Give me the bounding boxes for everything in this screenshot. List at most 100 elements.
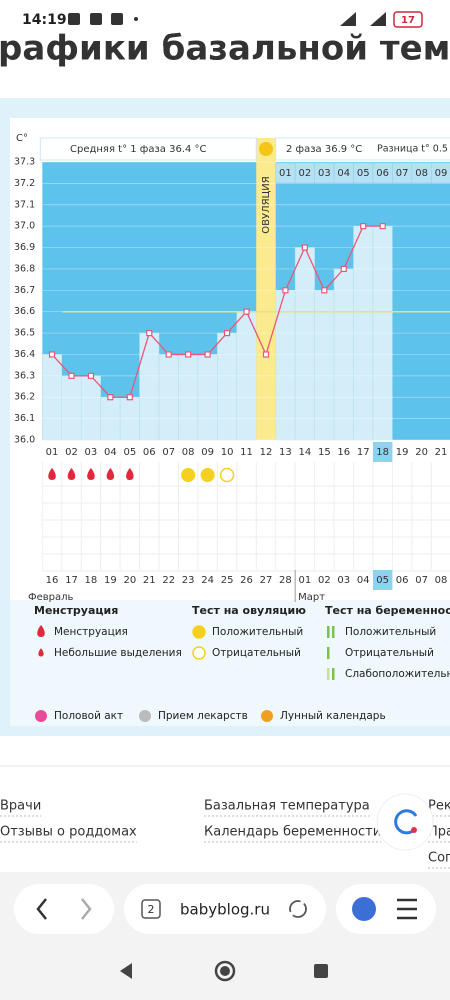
y-tick-label: 36.0 (14, 435, 35, 446)
phase2-day: 03 (318, 168, 331, 179)
phase2-day: 01 (279, 168, 292, 179)
legend-icon (261, 710, 273, 722)
y-tick-label: 36.7 (14, 285, 35, 296)
phase1-label: Средняя t° 1 фаза 36.4 °C (70, 144, 207, 155)
date-label: 24 (201, 575, 214, 586)
legend-item: Слабоположительный (345, 668, 450, 680)
x-tick-label: 09 (201, 447, 214, 458)
floating-button[interactable] (376, 793, 434, 851)
menu-button[interactable] (397, 898, 417, 920)
date-label: 19 (104, 575, 117, 586)
temperature-bar (294, 247, 315, 441)
footer-link[interactable]: Базальная температура (204, 799, 370, 814)
date-label: 06 (396, 575, 409, 586)
system-home[interactable] (214, 960, 236, 982)
temperature-marker (340, 265, 347, 273)
legend-icon (332, 626, 335, 638)
legend-icon (327, 668, 330, 680)
phase2-day: 02 (299, 168, 312, 179)
status-icon (68, 13, 80, 25)
footer-link[interactable]: Пра (428, 825, 450, 840)
status-icon (134, 17, 138, 21)
x-tick-label: 13 (279, 447, 292, 458)
status-icon (90, 13, 102, 25)
footer-link[interactable]: Согл (428, 851, 450, 866)
events-area (42, 462, 450, 570)
temperature-marker (243, 308, 250, 315)
profile-button[interactable] (352, 897, 376, 921)
x-tick-label: 12 (260, 447, 273, 458)
temperature-bar (139, 332, 160, 441)
y-axis-label: C° (16, 133, 28, 144)
y-tick-label: 36.4 (14, 349, 35, 360)
legend-item: Прием лекарств (158, 710, 248, 722)
y-tick-label: 37.0 (14, 221, 35, 232)
y-tick-label: 36.2 (14, 392, 35, 403)
difference-label: Разница t° 0.5 ° (377, 144, 450, 155)
x-tick-label: 01 (46, 447, 59, 458)
address-pill[interactable] (124, 884, 326, 934)
system-recent[interactable] (314, 964, 328, 978)
x-tick-label: 19 (396, 447, 409, 458)
status-icon (111, 13, 123, 25)
x-tick-label: 05 (123, 447, 136, 458)
today-date-cell (372, 570, 393, 590)
date-label: 21 (143, 575, 156, 586)
signal-icon (340, 12, 356, 26)
legend-icon (38, 648, 44, 657)
ovulation-negative (219, 467, 235, 483)
temperature-bar (314, 290, 335, 441)
temperature-marker (68, 372, 75, 379)
phase2-label: 2 фаза 36.9 °C (286, 144, 362, 155)
legend-title: Менструация (34, 604, 118, 617)
temperature-bar (80, 375, 101, 441)
x-tick-label: 18 (376, 447, 389, 458)
back-button[interactable] (36, 898, 47, 920)
footer-link[interactable]: Врачи (0, 799, 41, 814)
temperature-marker (282, 287, 289, 294)
footer-link[interactable]: Отзывы о роддомах (0, 825, 137, 840)
x-tick-label: 21 (435, 447, 448, 458)
date-label: 25 (221, 575, 234, 586)
date-label: 16 (46, 575, 59, 586)
reload-button[interactable] (289, 900, 307, 918)
battery-level: 17 (401, 15, 415, 26)
footer-link[interactable]: Календарь беременности (204, 825, 381, 840)
y-tick-label: 36.6 (14, 306, 35, 317)
temperature-bar (217, 332, 238, 441)
temperature-marker (379, 223, 386, 230)
legend-icon (327, 647, 330, 659)
y-tick-label: 36.1 (14, 413, 35, 424)
temperature-marker (262, 351, 270, 358)
legend-icon (332, 668, 335, 680)
legend-area (10, 600, 450, 726)
legend-icon (139, 710, 151, 722)
tabs-button[interactable] (141, 899, 161, 919)
forward-button[interactable] (81, 898, 92, 920)
date-label: 05 (376, 575, 389, 586)
ovulation-column (256, 138, 276, 440)
month-label: Февраль (28, 592, 74, 603)
date-label: 20 (123, 575, 136, 586)
tabs-count: 2 (148, 903, 155, 916)
date-label: 26 (240, 575, 253, 586)
url[interactable]: babyblog.ru (180, 901, 270, 919)
signal-icon (370, 12, 386, 26)
x-tick-label: 15 (318, 447, 331, 458)
phase2-day: 09 (435, 168, 448, 179)
legend-icon (35, 710, 47, 722)
legend-item: Менструация (54, 626, 128, 638)
menstruation-drop (67, 468, 76, 480)
temperature-marker (223, 329, 231, 337)
phase2-day: 06 (376, 168, 389, 179)
date-label: 08 (435, 575, 448, 586)
menu-pill (336, 884, 436, 934)
nav-pill (14, 884, 114, 934)
footer-link[interactable]: Рек (428, 799, 450, 814)
phase-header (275, 137, 450, 161)
temperature-marker (185, 351, 192, 358)
system-back[interactable] (120, 963, 132, 979)
legend-icon (327, 626, 330, 638)
legend-icon (37, 625, 45, 637)
